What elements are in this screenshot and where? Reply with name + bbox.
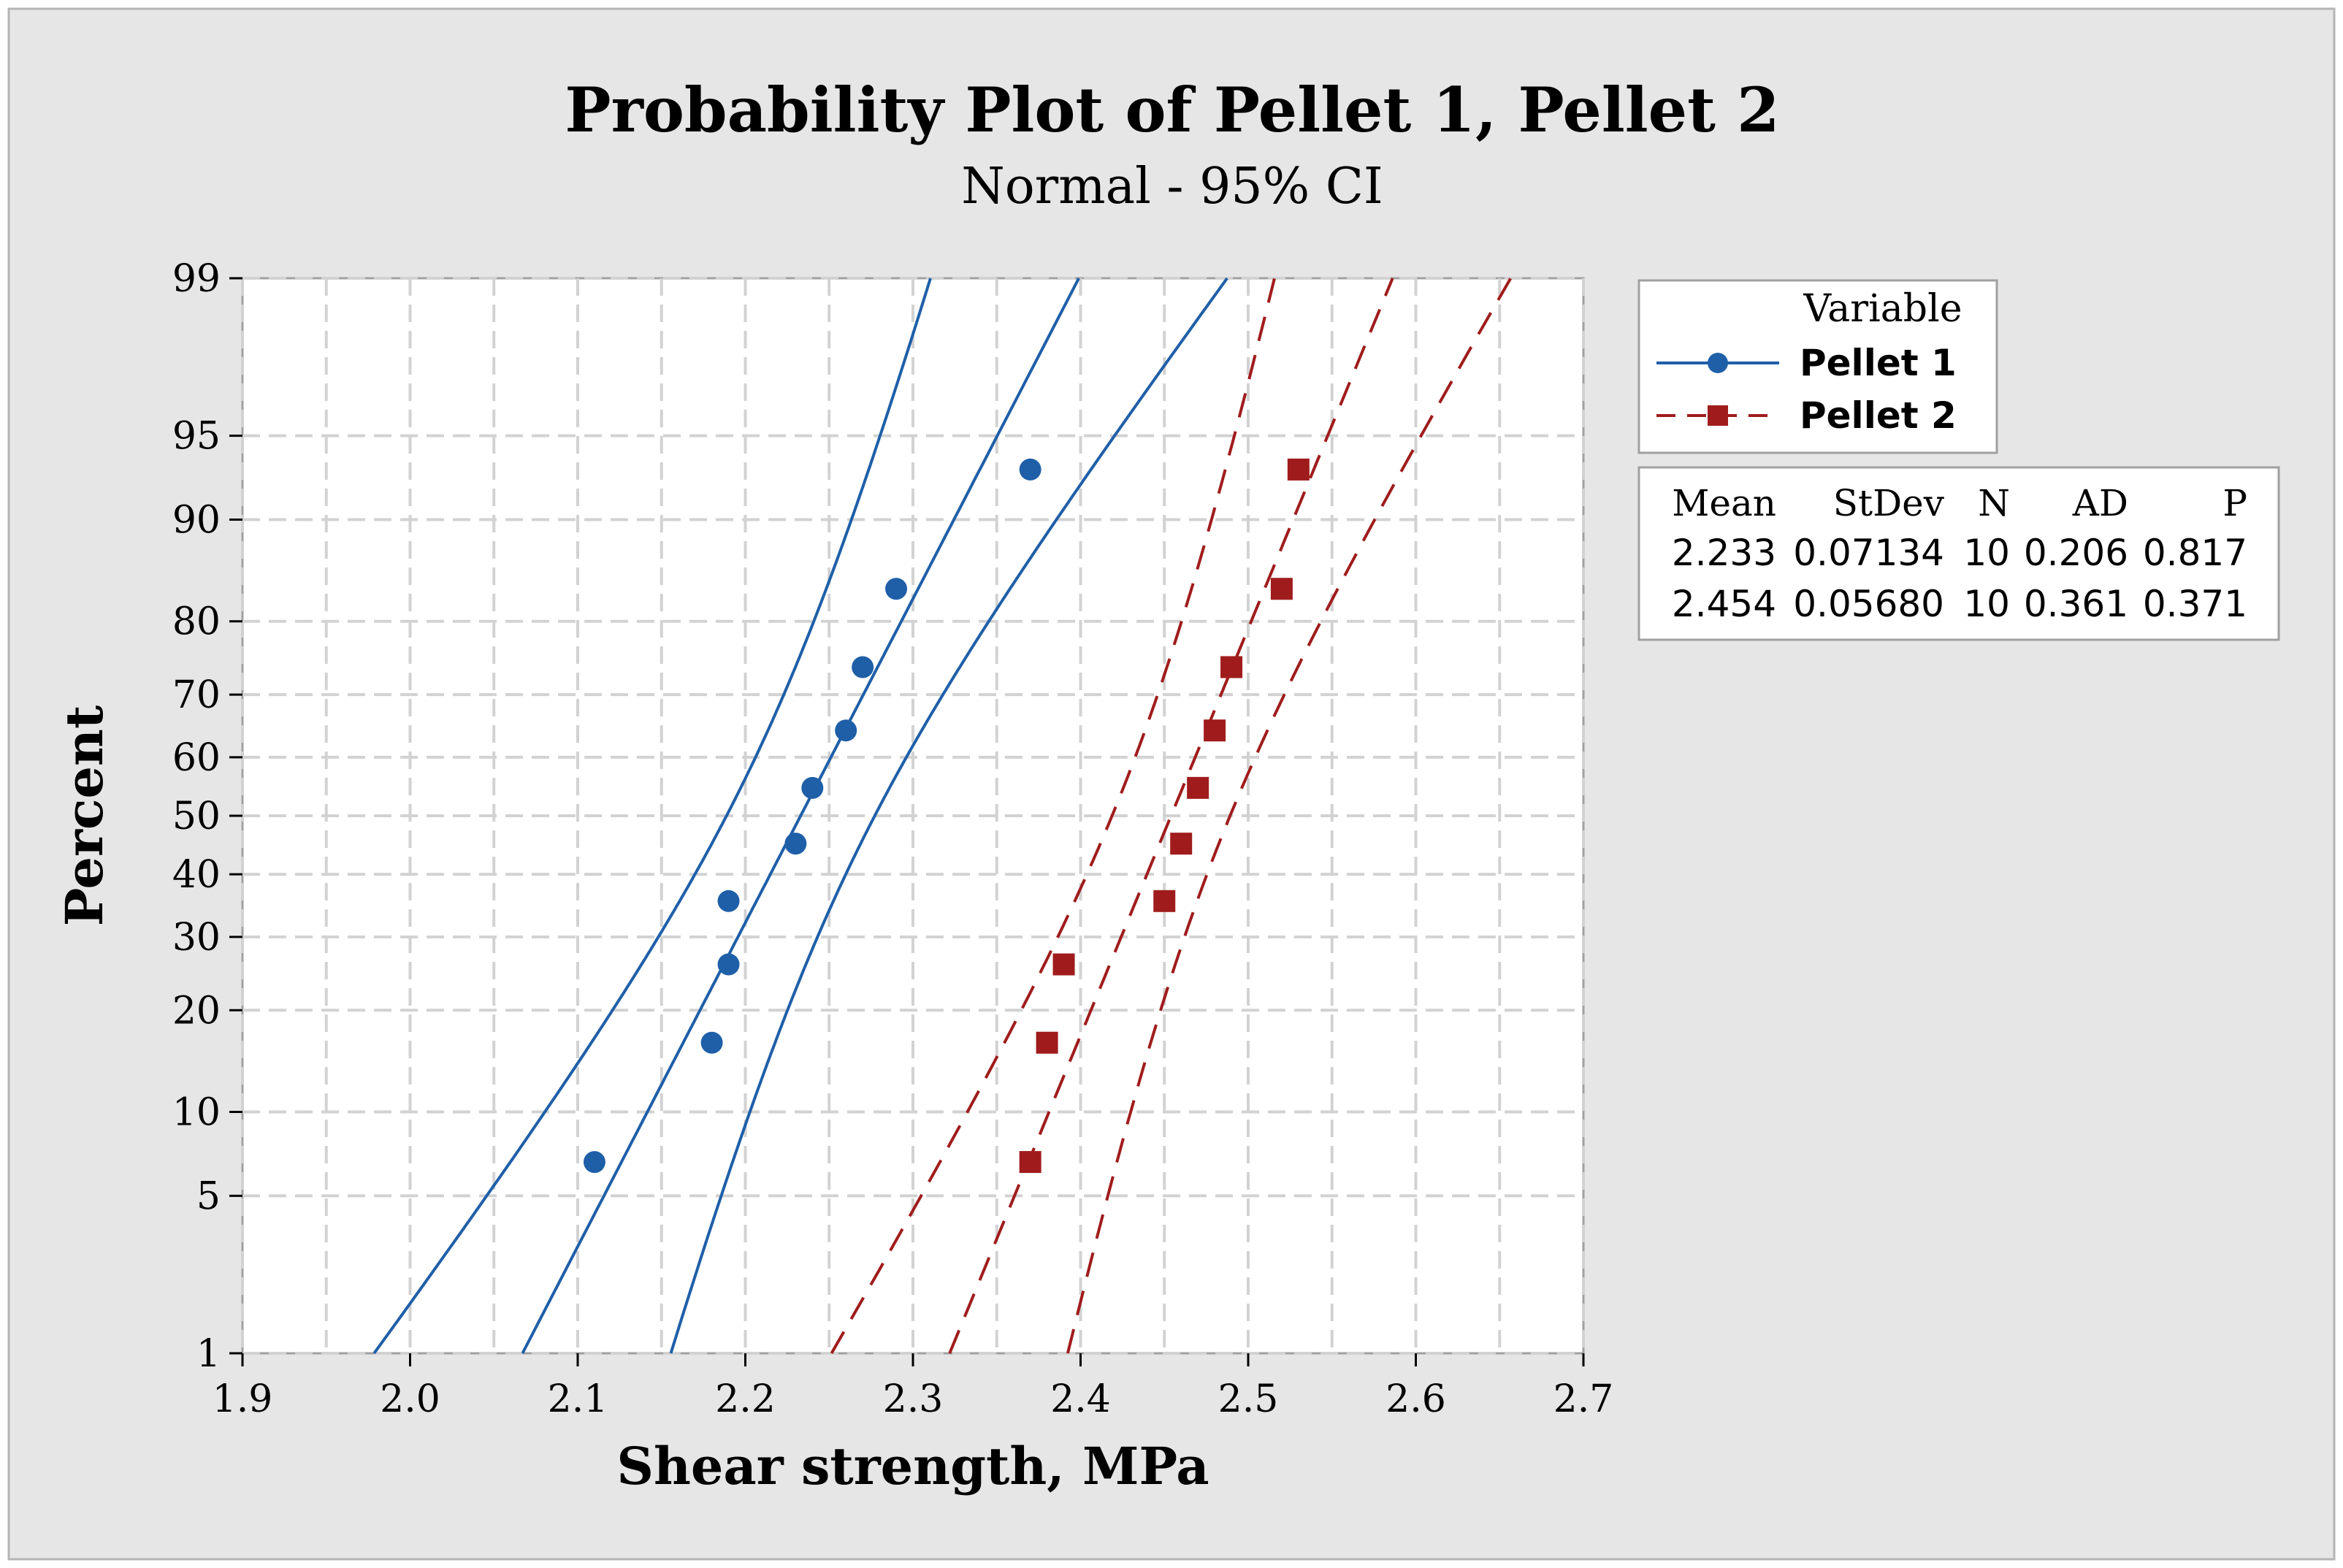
stats-pellet-2-ad: 0.361 bbox=[2024, 583, 2128, 625]
stats-table-box bbox=[1637, 466, 2280, 641]
pellet-2-point bbox=[1270, 578, 1293, 600]
pellet-2-ci-upper bbox=[1066, 278, 1513, 1354]
stats-pellet-1-ad: 0.206 bbox=[2024, 532, 2128, 574]
grid-lines bbox=[241, 277, 1585, 1355]
stats-table: Mean StDev N AD P 2.233 0.07134 10 0.206… bbox=[1637, 466, 2280, 641]
legend-label-pellet-1: Pellet 1 bbox=[1800, 342, 1957, 384]
pellet-2-point bbox=[1170, 833, 1193, 855]
x-tick-label: 2.3 bbox=[883, 1377, 944, 1421]
x-tick-label: 2.0 bbox=[380, 1377, 440, 1421]
pellet-1-fit-line bbox=[521, 278, 1080, 1354]
stats-pellet-1-n: 10 bbox=[1963, 532, 2010, 574]
legend-marker-pellet-1 bbox=[1708, 353, 1728, 373]
y-tick-label: 1 bbox=[196, 1332, 221, 1376]
y-tick-label: 40 bbox=[172, 853, 221, 897]
y-tick-label: 5 bbox=[196, 1174, 221, 1218]
pellet-1-ci-upper bbox=[669, 277, 1228, 1354]
y-axis-label: Percent bbox=[54, 705, 115, 927]
y-axis-ticks: 1 5 10 20 30 40 50 60 70 80 90 95 99 bbox=[172, 257, 242, 1376]
pellet-2-point bbox=[1019, 1151, 1041, 1174]
y-tick-label: 50 bbox=[172, 795, 221, 838]
x-axis-label: Shear strength, MPa bbox=[616, 1436, 1209, 1496]
pellet-1-point bbox=[801, 776, 824, 799]
pellet-1-point bbox=[835, 719, 857, 742]
stats-pellet-1-mean: 2.233 bbox=[1672, 532, 1776, 574]
stats-header-p: P bbox=[2222, 482, 2247, 524]
y-tick-label: 20 bbox=[172, 989, 221, 1033]
y-tick-label: 10 bbox=[172, 1090, 221, 1134]
pellet-1-point bbox=[700, 1031, 723, 1054]
x-axis-ticks: 1.9 2.0 2.1 2.2 2.3 2.4 2.5 2.6 2.7 bbox=[213, 1353, 1614, 1421]
x-tick-label: 2.1 bbox=[548, 1377, 608, 1421]
pellet-1-point bbox=[885, 578, 908, 600]
pellet-1-point bbox=[852, 656, 874, 678]
stats-pellet-2-stdev: 0.05680 bbox=[1793, 583, 1944, 625]
pellet-1-point bbox=[784, 833, 807, 855]
x-tick-label: 2.6 bbox=[1385, 1377, 1446, 1421]
chart-subtitle: Normal - 95% CI bbox=[961, 158, 1383, 215]
stats-pellet-1-p: 0.817 bbox=[2143, 532, 2247, 574]
stats-header-stdev: StDev bbox=[1833, 482, 1945, 524]
y-tick-label: 70 bbox=[172, 673, 221, 717]
chart-title: Probability Plot of Pellet 1, Pellet 2 bbox=[565, 74, 1779, 146]
stats-header-n: N bbox=[1978, 482, 2010, 524]
x-tick-label: 2.7 bbox=[1553, 1377, 1614, 1421]
stats-header-mean: Mean bbox=[1672, 482, 1776, 524]
confidence-fit-lines bbox=[372, 277, 1513, 1355]
pellet-1-point bbox=[717, 953, 740, 976]
x-tick-label: 2.4 bbox=[1050, 1377, 1111, 1421]
pellet-2-ci-lower bbox=[830, 278, 1276, 1354]
stats-pellet-1-stdev: 0.07134 bbox=[1793, 532, 1944, 574]
y-tick-label: 80 bbox=[172, 600, 221, 644]
pellet-1-point bbox=[1019, 458, 1041, 481]
stats-header-ad: AD bbox=[2072, 482, 2128, 524]
y-tick-label: 60 bbox=[172, 736, 221, 780]
y-tick-label: 99 bbox=[172, 257, 221, 301]
pellet-2-point bbox=[1036, 1031, 1058, 1054]
data-points bbox=[583, 458, 1310, 1174]
legend-title: Variable bbox=[1803, 287, 1962, 331]
pellet-2-point bbox=[1153, 890, 1176, 912]
legend-label-pellet-2: Pellet 2 bbox=[1800, 394, 1957, 437]
x-tick-label: 2.5 bbox=[1218, 1377, 1279, 1421]
pellet-2-point bbox=[1220, 656, 1243, 678]
pellet-1-point bbox=[717, 890, 740, 912]
y-tick-label: 90 bbox=[172, 499, 221, 543]
stats-pellet-2-p: 0.371 bbox=[2143, 583, 2247, 625]
pellet-2-point bbox=[1204, 719, 1226, 742]
stats-pellet-2-n: 10 bbox=[1963, 583, 2010, 625]
legend-box bbox=[1637, 279, 1998, 454]
pellet-1-ci-lower bbox=[372, 278, 932, 1355]
pellet-1-point bbox=[583, 1151, 605, 1174]
y-tick-label: 95 bbox=[172, 415, 221, 459]
legend-marker-pellet-2 bbox=[1708, 405, 1728, 426]
pellet-2-point bbox=[1287, 458, 1310, 481]
legend: Variable Pellet 1 Pellet 2 bbox=[1637, 279, 1998, 454]
pellet-2-point bbox=[1187, 776, 1209, 799]
x-tick-label: 1.9 bbox=[213, 1377, 273, 1421]
pellet-2-point bbox=[1052, 953, 1075, 976]
y-tick-label: 30 bbox=[172, 916, 221, 960]
stats-pellet-2-mean: 2.454 bbox=[1672, 583, 1776, 625]
x-tick-label: 2.2 bbox=[715, 1377, 776, 1421]
